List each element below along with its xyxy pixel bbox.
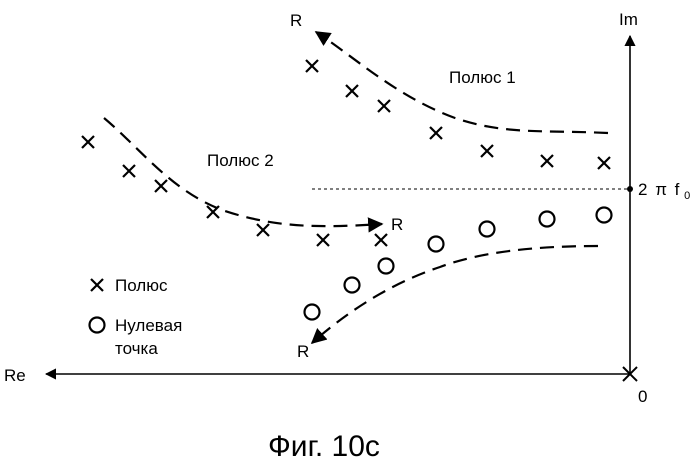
pole2-r-label: R [391, 215, 403, 234]
legend-zero-label-line1: Нулевая [115, 316, 182, 335]
zero-markers [305, 208, 612, 320]
frequency-label: 2 π f 0 [638, 180, 690, 202]
pole2-label: Полюс 2 [207, 151, 274, 170]
zero-marker [480, 222, 495, 237]
pole-marker [598, 157, 610, 169]
zero-marker [305, 305, 320, 320]
pole-marker [375, 234, 387, 246]
zero-marker [345, 278, 360, 293]
pole-marker [317, 234, 329, 246]
axes: Re Im 0 [4, 10, 647, 406]
pole-marker [155, 180, 167, 192]
pole-zero-diagram: Re Im 0 2 π f 0 R R R Полюс 1 Полюс 2 [0, 0, 699, 469]
origin-label: 0 [638, 387, 647, 406]
trajectories [104, 32, 608, 343]
pole-marker [207, 206, 219, 218]
legend-zero-icon [90, 318, 105, 333]
legend-pole-icon [91, 279, 103, 291]
pole-marker [541, 155, 553, 167]
pole-marker [257, 224, 269, 236]
zero-trajectory [312, 246, 598, 343]
pole-marker [481, 145, 493, 157]
pole-marker [346, 85, 358, 97]
pole1-r-label: R [290, 11, 302, 30]
frequency-reference: 2 π f 0 [312, 180, 690, 202]
imag-axis-label: Im [619, 10, 638, 29]
pole-marker [306, 60, 318, 72]
zero-marker [429, 237, 444, 252]
pole-marker [378, 100, 390, 112]
pole-marker [82, 136, 94, 148]
legend-pole-label: Полюс [115, 276, 168, 295]
legend-zero-label-line2: точка [115, 339, 158, 358]
pole2-trajectory [104, 118, 382, 226]
pole-marker [430, 127, 442, 139]
zero-marker [379, 259, 394, 274]
zero-r-label: R [297, 342, 309, 361]
pole-markers [82, 60, 610, 246]
zero-marker [597, 208, 612, 223]
legend: Полюс Нулевая точка [90, 276, 183, 358]
figure-caption: Фиг. 10c [268, 430, 380, 463]
frequency-point [627, 186, 633, 192]
real-axis-label: Re [4, 366, 26, 385]
pole-marker [123, 165, 135, 177]
zero-marker [540, 212, 555, 227]
pole1-label: Полюс 1 [449, 68, 516, 87]
